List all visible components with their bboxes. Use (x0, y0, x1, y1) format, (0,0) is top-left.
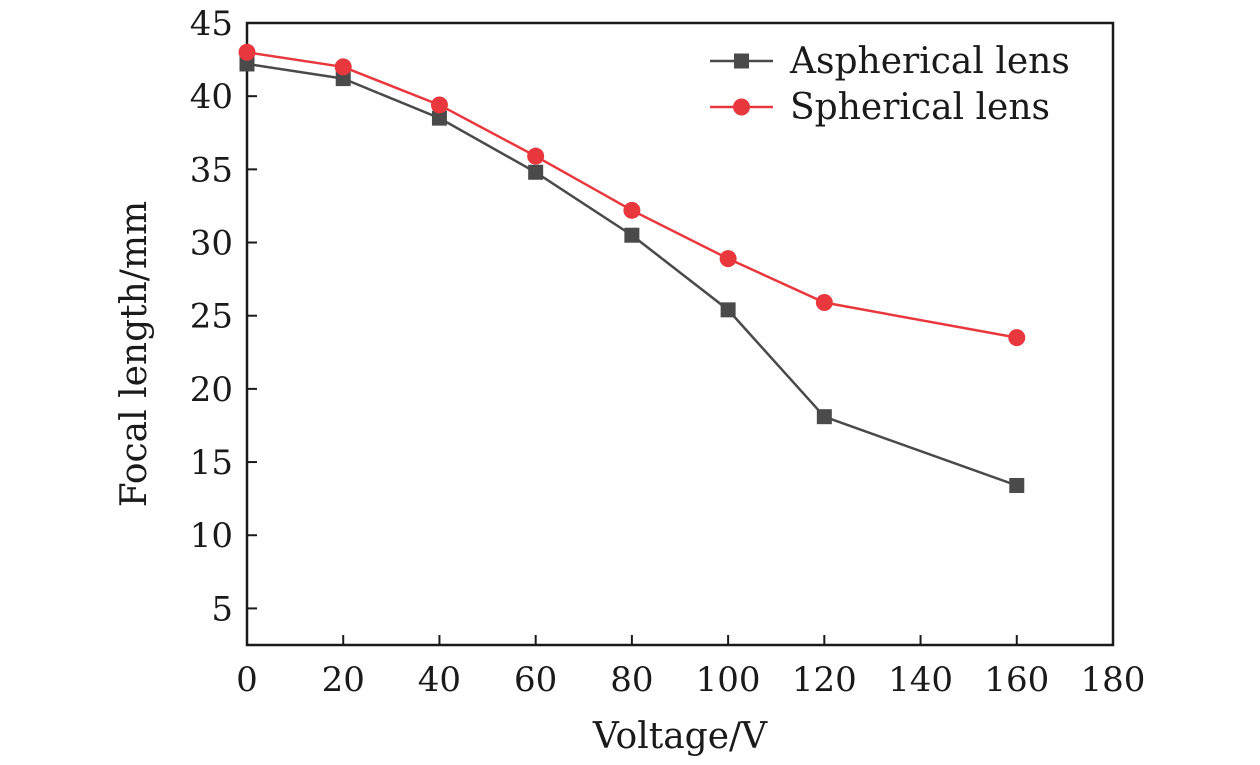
x-axis-ticks: 0 20 40 60 80 100 120 140 160 180 (236, 635, 1145, 700)
y-tick-label: 15 (190, 443, 233, 483)
plot-area (245, 21, 1115, 647)
data-point-square (720, 302, 736, 318)
series-aspherical (239, 56, 1025, 493)
y-tick-label: 35 (190, 150, 233, 190)
y-tick-label: 25 (190, 297, 233, 337)
data-point-square (528, 164, 544, 180)
data-point-square (239, 56, 255, 72)
data-point-square (431, 110, 447, 126)
data-point-circle (334, 58, 352, 76)
data-point-circle (238, 43, 256, 61)
plot-frame (245, 21, 1115, 647)
x-tick-label: 100 (696, 660, 761, 700)
y-tick-label: 10 (190, 516, 233, 556)
x-tick-label: 160 (984, 660, 1049, 700)
legend-marker-circle (733, 98, 750, 116)
y-tick-label: 30 (190, 224, 233, 264)
series-line (246, 51, 1018, 339)
data-point-circle (623, 201, 641, 219)
x-tick-label: 80 (610, 660, 653, 700)
x-tick-label: 140 (888, 660, 953, 700)
legend-item: Spherical lens (710, 87, 1050, 128)
data-point-circle (527, 147, 545, 165)
data-point-square (624, 227, 640, 243)
y-tick-label: 40 (190, 77, 233, 117)
legend-label: Aspherical lens (789, 41, 1070, 82)
data-point-circle (1008, 329, 1026, 347)
legend-item: Aspherical lens (710, 41, 1070, 82)
x-tick-label: 120 (792, 660, 857, 700)
x-tick-label: 20 (322, 660, 365, 700)
data-point-square (816, 409, 832, 425)
y-tick-label: 20 (190, 370, 233, 410)
x-tick-label: 0 (236, 660, 258, 700)
data-point-square (1009, 477, 1025, 493)
data-point-square (335, 71, 351, 87)
series-spherical (238, 43, 1026, 347)
y-tick-label: 45 (190, 4, 233, 44)
x-tick-label: 180 (1081, 660, 1146, 700)
data-point-circle (815, 294, 833, 312)
x-tick-label: 40 (418, 660, 461, 700)
y-tick-label: 5 (211, 589, 233, 629)
data-point-circle (430, 96, 448, 114)
x-tick-label: 60 (514, 660, 557, 700)
x-axis-label: Voltage/V (592, 716, 768, 757)
legend-marker-square (734, 53, 749, 69)
legend-label: Spherical lens (790, 87, 1050, 128)
series-layer (238, 43, 1026, 493)
data-point-circle (719, 250, 737, 268)
series-line (246, 62, 1018, 487)
y-axis-ticks: 5 10 15 20 25 30 35 40 45 (190, 4, 257, 629)
y-axis-label: Focal length/mm (114, 201, 155, 507)
legend: Aspherical lens Spherical lens (710, 41, 1070, 128)
